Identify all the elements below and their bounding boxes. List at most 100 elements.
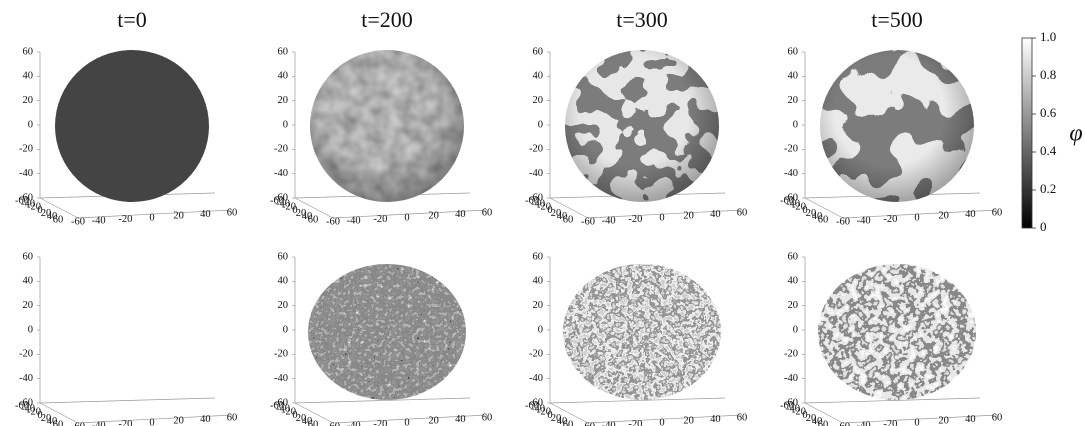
x-tick-label: -40 <box>602 421 616 426</box>
x-tick-label: -40 <box>92 421 106 426</box>
z-tick-label: 0 <box>28 324 33 335</box>
x-tick-label: 60 <box>737 207 748 218</box>
x-tick-label: -40 <box>347 216 361 227</box>
z-tick-label: 0 <box>538 324 543 335</box>
x-tick-label: -20 <box>883 419 897 426</box>
z-tick-label: -40 <box>274 373 288 384</box>
colorbar-label: φ <box>1069 121 1082 147</box>
x-tick-label: 40 <box>710 209 721 220</box>
z-tick-label: 60 <box>278 46 289 57</box>
sphere-shading <box>565 50 719 202</box>
z-tick-label: -20 <box>19 144 33 155</box>
x-tick-label: -20 <box>118 214 132 225</box>
z-tick-label: 20 <box>533 300 544 311</box>
colorbar-tick-label: 0.4 <box>1040 143 1057 158</box>
z-tick-label: -20 <box>784 349 798 360</box>
x-tick-label: 20 <box>683 211 694 222</box>
z-tick-label: 40 <box>23 276 34 287</box>
x-tick-label: 20 <box>938 211 949 222</box>
z-tick-label: -40 <box>529 168 543 179</box>
z-tick-label: -20 <box>784 144 798 155</box>
x-tick-label: 0 <box>404 212 409 223</box>
z-tick-label: 0 <box>28 119 33 130</box>
y-tick-label: 60 <box>818 214 829 225</box>
sphere <box>308 264 466 400</box>
x-tick-label: -20 <box>628 214 642 225</box>
figure: φ t=0 60 40 20 0 -20 -40 -60 -60 -40 -20 0 20 40 60 -40… <box>0 0 1085 426</box>
sphere <box>563 264 721 400</box>
x-tick-label: -20 <box>883 214 897 225</box>
x-tick-label: 60 <box>227 412 238 423</box>
x-tick-label: 20 <box>173 211 184 222</box>
panel-title: t=500 <box>871 7 923 32</box>
z-tick-label: -40 <box>784 373 798 384</box>
x-tick-label: -20 <box>118 419 132 426</box>
x-tick-label: 0 <box>149 212 154 223</box>
z-tick-label: 60 <box>533 251 544 262</box>
z-tick-label: -20 <box>529 349 543 360</box>
x-tick-label: 60 <box>482 412 493 423</box>
z-tick-label: 40 <box>533 276 544 287</box>
z-tick-label: 40 <box>533 71 544 82</box>
colorbar-tick-label: 0.8 <box>1040 67 1056 82</box>
x-tick-label: 60 <box>992 412 1003 423</box>
z-tick-label: 20 <box>278 300 289 311</box>
x-tick-label: 0 <box>914 417 919 426</box>
x-tick-label: 20 <box>173 416 184 426</box>
sphere-shading <box>310 50 464 202</box>
x-tick-label: 20 <box>683 416 694 426</box>
x-tick-label: -20 <box>373 214 387 225</box>
z-tick-label: -40 <box>529 373 543 384</box>
z-tick-label: 20 <box>23 300 34 311</box>
y-tick-label: 60 <box>53 214 64 225</box>
x-tick-label: -60 <box>326 216 340 227</box>
z-tick-label: -20 <box>274 144 288 155</box>
z-tick-label: 40 <box>788 276 799 287</box>
x-tick-label: 0 <box>149 417 154 426</box>
x-tick-label: 0 <box>659 212 664 223</box>
x-tick-label: -40 <box>347 421 361 426</box>
z-tick-label: -40 <box>274 168 288 179</box>
z-tick-label: 20 <box>788 95 799 106</box>
x-tick-label: 0 <box>914 212 919 223</box>
z-tick-label: 0 <box>283 119 288 130</box>
x-tick-label: 20 <box>938 416 949 426</box>
colorbar-tick-label: 0.6 <box>1040 105 1057 120</box>
z-tick-label: 60 <box>23 46 34 57</box>
x-tick-label: 40 <box>455 209 466 220</box>
z-tick-label: 20 <box>533 95 544 106</box>
x-tick-label: -40 <box>602 216 616 227</box>
base-axis <box>40 398 215 403</box>
x-tick-label: 0 <box>659 417 664 426</box>
x-tick-label: 40 <box>455 414 466 425</box>
sphere <box>818 264 976 400</box>
z-tick-label: 60 <box>788 251 799 262</box>
z-tick-label: -40 <box>19 168 33 179</box>
colorbar <box>1022 38 1032 228</box>
x-tick-label: -60 <box>581 216 595 227</box>
x-tick-label: 60 <box>227 207 238 218</box>
z-tick-label: 20 <box>278 95 289 106</box>
x-tick-label: -20 <box>373 419 387 426</box>
z-tick-label: 0 <box>793 119 798 130</box>
x-tick-label: 0 <box>404 417 409 426</box>
x-tick-label: 40 <box>965 414 976 425</box>
y-tick-label: 60 <box>308 419 319 426</box>
z-tick-label: 0 <box>283 324 288 335</box>
x-tick-label: -60 <box>71 421 85 426</box>
z-tick-label: 60 <box>278 251 289 262</box>
panel-title: t=0 <box>117 7 147 32</box>
x-tick-label: -60 <box>581 421 595 426</box>
x-tick-label: -60 <box>71 216 85 227</box>
x-tick-label: -20 <box>628 419 642 426</box>
x-tick-label: -60 <box>326 421 340 426</box>
z-tick-label: 20 <box>788 300 799 311</box>
panel-title: t=200 <box>361 7 413 32</box>
x-tick-label: 40 <box>965 209 976 220</box>
x-tick-label: 60 <box>992 207 1003 218</box>
z-tick-label: 0 <box>793 324 798 335</box>
x-tick-label: -60 <box>836 216 850 227</box>
z-tick-label: 40 <box>788 71 799 82</box>
z-tick-label: 40 <box>278 276 289 287</box>
colorbar-tick-label: 0.2 <box>1040 181 1056 196</box>
